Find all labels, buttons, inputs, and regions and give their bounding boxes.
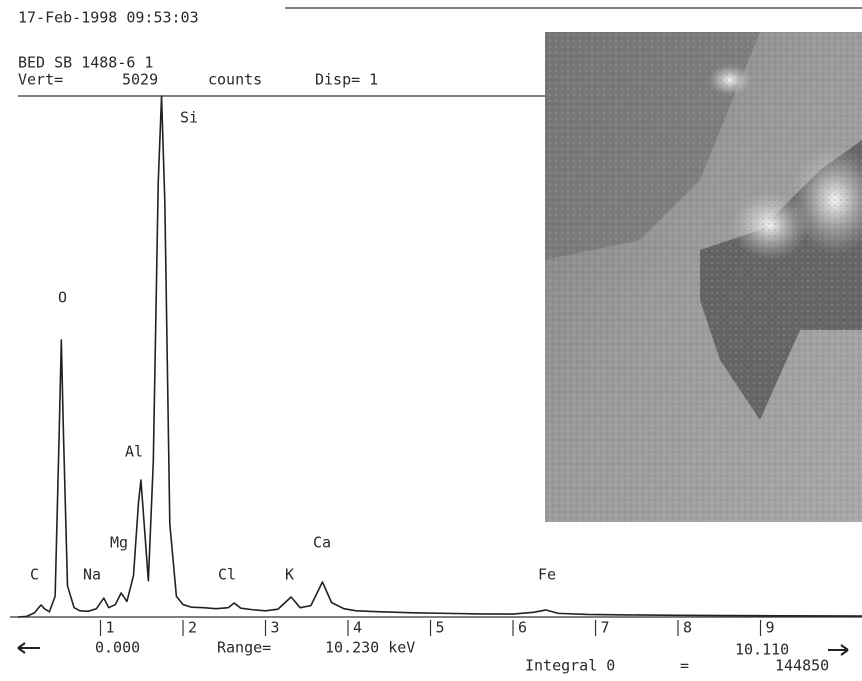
range-label: Range= <box>217 639 271 657</box>
integral-label: Integral 0 <box>525 657 615 675</box>
peak-label: Mg <box>110 534 128 552</box>
x-tick-label: 3 <box>271 619 280 637</box>
x-tick-label: 7 <box>601 619 610 637</box>
right-arrow <box>828 644 849 656</box>
spectrum-line <box>17 95 862 618</box>
peak-label: O <box>58 289 67 307</box>
x-tick-label: 8 <box>683 619 692 637</box>
sample-id: BED SB 1488-6 1 <box>18 54 153 72</box>
disp: Disp= 1 <box>315 71 378 89</box>
sem-image <box>545 32 862 522</box>
cursor-right: 10.110 <box>735 641 789 659</box>
peak-label: Al <box>125 443 143 461</box>
cursor-left: 0.000 <box>95 639 140 657</box>
integral-value: 144850 <box>775 657 829 675</box>
peak-label: C <box>30 566 39 584</box>
left-arrow <box>17 642 40 654</box>
vert-label: Vert= <box>18 71 63 89</box>
peak-label: Fe <box>538 566 556 584</box>
peak-label: Na <box>83 566 101 584</box>
peak-label: K <box>285 566 294 584</box>
x-tick-label: 9 <box>766 619 775 637</box>
range-value: 10.230 keV <box>325 639 415 657</box>
x-tick-label: 4 <box>353 619 362 637</box>
vert-value: 5029 <box>122 71 158 89</box>
vert-unit: counts <box>208 71 262 89</box>
peak-label: Ca <box>313 534 331 552</box>
timestamp: 17-Feb-1998 09:53:03 <box>18 9 199 27</box>
x-tick-label: 6 <box>518 619 527 637</box>
peak-label: Si <box>180 109 198 127</box>
x-tick-label: 5 <box>436 619 445 637</box>
peak-label: Cl <box>218 566 236 584</box>
x-tick-label: 1 <box>106 619 115 637</box>
x-tick-label: 2 <box>188 619 197 637</box>
integral-equals: = <box>680 657 689 675</box>
